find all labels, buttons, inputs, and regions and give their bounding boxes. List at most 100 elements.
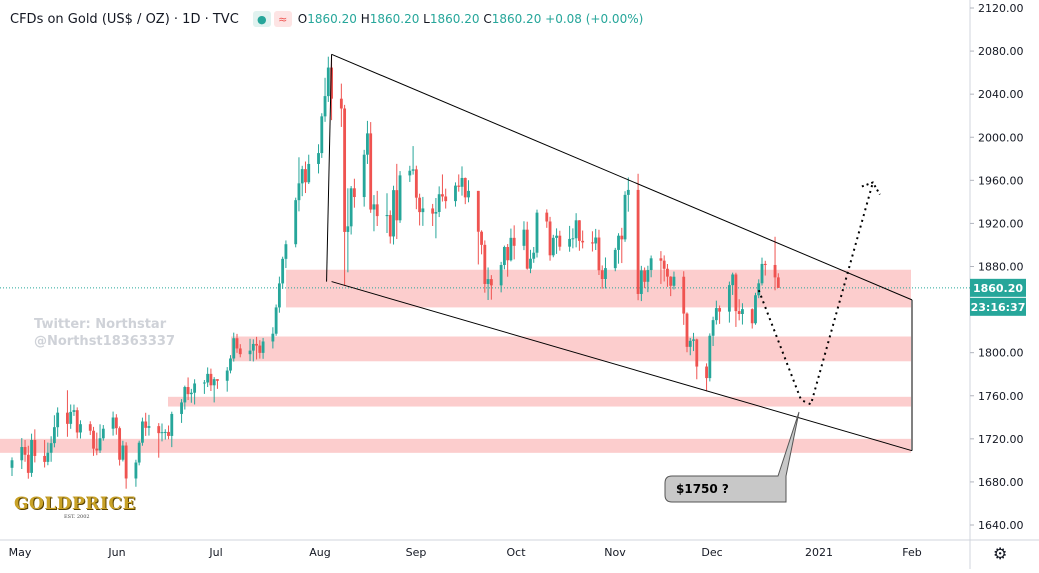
candle-body	[604, 268, 607, 279]
candle-body	[75, 410, 79, 433]
symbol-title[interactable]: CFDs on Gold (US$ / OZ) · 1D · TVC	[10, 11, 239, 27]
candle-body	[741, 309, 744, 314]
candle-body	[372, 204, 376, 210]
candle-body	[662, 260, 666, 269]
support-zone-3	[231, 336, 911, 362]
price-tick-label: 1920.00	[978, 217, 1024, 230]
candle-body	[66, 412, 69, 424]
candle-body	[362, 154, 366, 198]
candle-body	[281, 258, 285, 284]
candle-body	[418, 197, 422, 213]
candle-body	[170, 413, 174, 436]
twitter-watermark: Twitter: Northstar @Northst18363337	[34, 316, 175, 350]
candle-body	[646, 270, 650, 282]
candle-body	[20, 447, 24, 461]
high-value: 1860.20	[369, 12, 420, 26]
candle-body	[52, 427, 56, 444]
price-tick-label: 1960.00	[978, 174, 1024, 187]
candle-body	[460, 177, 464, 187]
candle-body	[454, 185, 457, 202]
candle-body	[26, 454, 30, 473]
candle-body	[23, 447, 27, 455]
candle-body	[591, 242, 594, 244]
candle-body	[317, 153, 320, 164]
candle-body	[489, 279, 493, 286]
candle-body	[594, 237, 598, 244]
watermark-line-2: @Northst18363337	[34, 334, 176, 349]
candle-body	[375, 204, 379, 217]
candle-body	[408, 170, 412, 176]
candle-body	[144, 421, 148, 428]
support-zone-2	[168, 396, 911, 407]
candle-body	[776, 277, 780, 288]
candle-body	[643, 270, 647, 282]
candle-body	[499, 264, 503, 286]
candle-body	[431, 208, 435, 214]
low-value: 1860.20	[429, 12, 480, 26]
market-status-icon[interactable]: ●	[252, 11, 271, 27]
price-tick-label: 2120.00	[978, 2, 1024, 15]
candle-body	[773, 264, 777, 278]
candle-body	[574, 220, 578, 239]
candle-body	[532, 252, 536, 259]
candle-body	[763, 263, 767, 265]
candle-body	[352, 188, 356, 198]
candle-body	[441, 194, 444, 197]
candle-body	[251, 343, 255, 351]
candle-body	[551, 237, 555, 256]
candle-body	[711, 320, 715, 336]
settings-gear-icon[interactable]: ⚙	[993, 544, 1008, 563]
candle-body	[235, 338, 239, 349]
candle-body	[167, 431, 170, 436]
candle-body	[545, 212, 549, 222]
candle-body	[392, 190, 395, 237]
candle-body	[620, 235, 624, 240]
candle-body	[297, 183, 301, 201]
candle-body	[141, 421, 144, 443]
candle-body	[649, 258, 653, 271]
candle-body	[261, 341, 265, 353]
candle-body	[366, 133, 369, 155]
candle-body	[69, 411, 73, 424]
price-tick-label: 1760.00	[978, 390, 1024, 403]
candle-body	[232, 338, 236, 359]
candle-body	[568, 238, 572, 247]
open-value: 1860.20	[307, 12, 357, 26]
candle-body	[623, 194, 627, 240]
data-delay-icon[interactable]: ≈	[273, 11, 292, 27]
candle-body	[212, 379, 216, 386]
candle-body	[304, 169, 307, 183]
candle-body	[525, 229, 529, 269]
candle-body	[10, 460, 14, 468]
channel-upper-line	[331, 53, 913, 301]
candle-body	[434, 211, 438, 214]
candle-body	[750, 309, 754, 324]
candle-body	[98, 438, 102, 451]
candle-body	[718, 308, 722, 312]
candle-body	[349, 188, 353, 227]
projection-arrowhead	[861, 181, 881, 195]
candle-body	[714, 308, 718, 321]
candle-body	[731, 274, 735, 286]
candle-body	[274, 307, 278, 334]
time-tick-label: Oct	[506, 546, 526, 559]
candle-body	[209, 373, 213, 386]
candle-body	[189, 392, 193, 395]
candle-body	[216, 379, 219, 381]
candle-body	[600, 270, 604, 279]
price-tick-label: 1680.00	[978, 476, 1024, 489]
candle-body	[437, 194, 441, 212]
candle-body	[43, 455, 47, 462]
countdown-badge	[970, 297, 1026, 316]
candle-body	[555, 235, 558, 238]
chart-legend-header: CFDs on Gold (US$ / OZ) · 1D · TVC ● ≈ O…	[10, 9, 643, 29]
price-tick-label: 2000.00	[978, 131, 1024, 144]
time-tick-label: Feb	[902, 546, 921, 559]
time-tick-label: Nov	[604, 546, 626, 559]
candle-body	[160, 432, 164, 434]
candle-body	[137, 442, 141, 463]
candle-body	[238, 348, 242, 355]
candle-body	[411, 169, 415, 171]
